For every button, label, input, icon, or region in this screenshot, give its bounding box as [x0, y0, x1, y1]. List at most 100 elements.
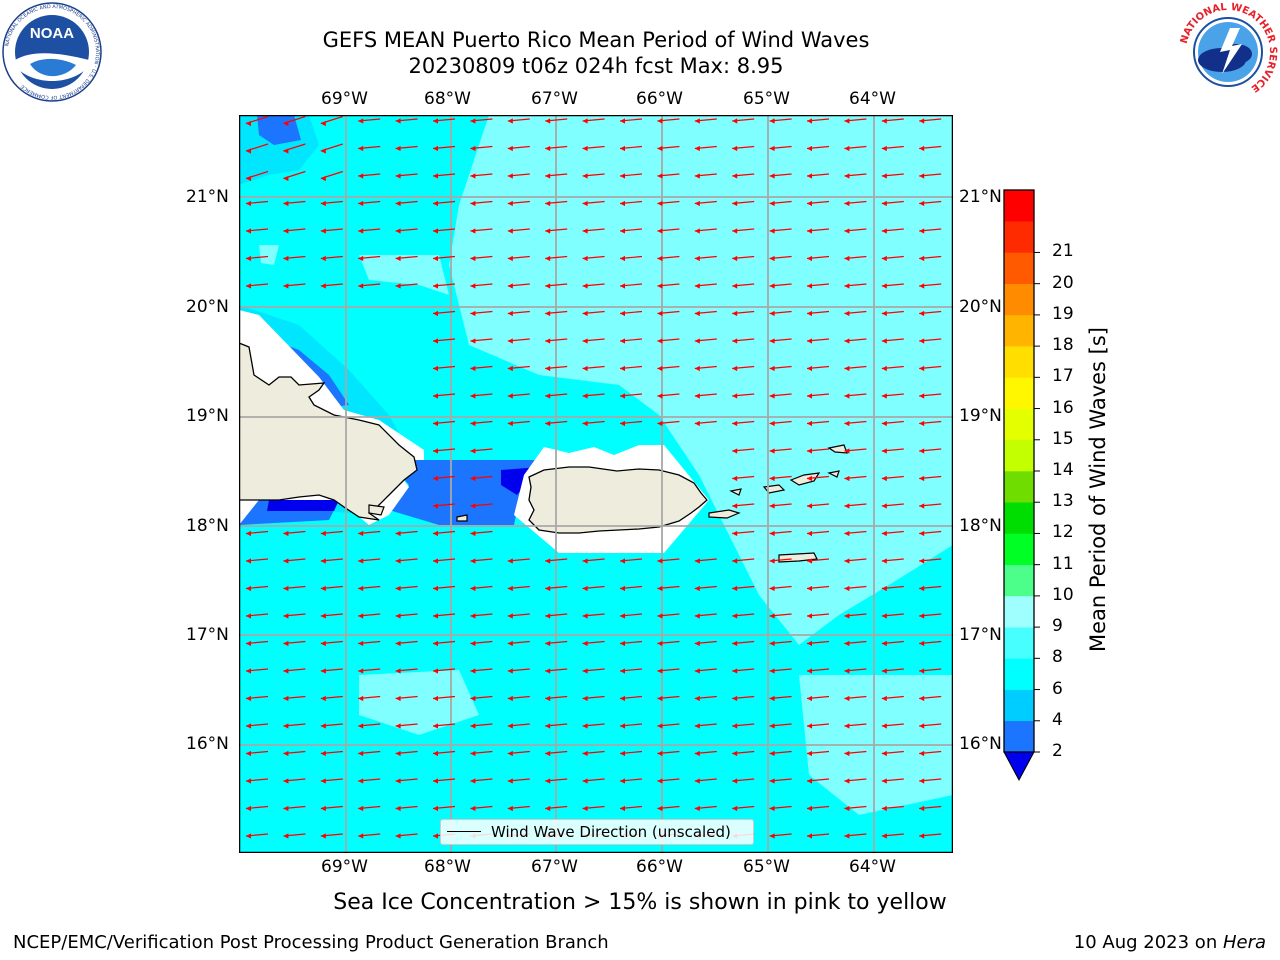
wind-wave-arrow [507, 640, 530, 647]
wind-wave-arrow [732, 228, 755, 234]
generated-date-prefix: 10 Aug 2023 on [1073, 932, 1223, 953]
wind-wave-arrow [283, 143, 306, 154]
wind-wave-arrow [432, 255, 456, 262]
wind-wave-arrow [395, 558, 418, 564]
wind-wave-arrow [806, 173, 830, 179]
wind-wave-arrow [732, 338, 755, 344]
wind-wave-arrow [283, 283, 306, 289]
wind-wave-arrow [769, 475, 792, 482]
wind-wave-arrow [919, 503, 942, 509]
wind-wave-arrow [844, 118, 867, 124]
legend-line-swatch [447, 831, 481, 832]
wind-wave-arrow [470, 200, 493, 207]
wind-wave-arrow [545, 585, 568, 592]
map-legend: Wind Wave Direction (unscaled) [440, 819, 754, 845]
wind-wave-arrow [881, 393, 904, 399]
wind-wave-arrow [881, 118, 904, 124]
wind-wave-arrow [806, 778, 830, 784]
wind-wave-arrow [881, 613, 904, 619]
legend-label: Wind Wave Direction (unscaled) [491, 823, 731, 841]
wind-wave-arrow [320, 723, 343, 729]
wind-wave-arrow [432, 750, 456, 757]
wind-wave-arrow [432, 613, 456, 619]
wind-wave-arrow [470, 475, 493, 482]
wind-wave-arrow [358, 640, 381, 647]
wind-wave-arrow [919, 228, 942, 234]
wind-wave-arrow [919, 585, 942, 592]
lon-label-bottom-66w: 66°W [636, 857, 683, 877]
wind-wave-arrow [806, 310, 830, 317]
wind-wave-arrow [844, 255, 867, 262]
wind-wave-arrow [245, 558, 269, 564]
wind-wave-arrow [470, 228, 493, 234]
wind-wave-arrow [507, 668, 530, 674]
wind-wave-arrow [395, 668, 418, 674]
wind-wave-arrow [806, 668, 830, 674]
wind-wave-arrow [694, 145, 717, 152]
wind-wave-arrow [470, 750, 493, 757]
wind-wave-arrow [432, 173, 456, 179]
colorbar-tick-label: 8 [1052, 647, 1063, 668]
wind-wave-arrow [694, 228, 717, 234]
wind-wave-arrow [732, 310, 755, 317]
wind-wave-arrow [732, 558, 755, 564]
wind-wave-arrow [507, 613, 530, 619]
wind-wave-arrow [806, 558, 830, 564]
wind-wave-arrow [545, 668, 568, 674]
wind-wave-arrow [844, 173, 867, 179]
wind-wave-arrow [470, 310, 493, 317]
wind-wave-arrow [694, 750, 717, 757]
wind-wave-arrow [844, 365, 867, 372]
wind-wave-arrow [694, 613, 717, 619]
wind-wave-arrow [545, 118, 568, 124]
wind-wave-arrow [245, 585, 269, 592]
wind-wave-arrow [806, 530, 830, 537]
wind-wave-arrow [395, 585, 418, 592]
wind-wave-arrow [245, 255, 269, 262]
wind-wave-arrow [507, 283, 530, 289]
wind-wave-arrow [619, 778, 643, 784]
wind-wave-arrow [657, 255, 680, 262]
wind-wave-arrow [844, 530, 867, 537]
wind-wave-arrow [320, 228, 343, 234]
wind-wave-arrow [395, 530, 418, 537]
wind-wave-arrow [283, 200, 306, 207]
wind-wave-arrow [769, 173, 792, 179]
wind-wave-arrow [395, 833, 418, 839]
wind-wave-arrow [470, 145, 493, 152]
wind-wave-arrow [545, 228, 568, 234]
wind-wave-arrow [657, 778, 680, 784]
wind-wave-arrow [844, 145, 867, 152]
wind-wave-arrow [657, 750, 680, 757]
lon-label-bottom-69w: 69°W [321, 857, 368, 877]
colorbar-tick-label: 15 [1052, 428, 1074, 449]
wind-wave-arrow [844, 475, 867, 482]
wind-wave-arrow [881, 283, 904, 289]
wind-wave-arrow [432, 778, 456, 784]
wind-wave-arrow [245, 613, 269, 619]
wind-wave-arrow [395, 145, 418, 152]
wind-wave-arrow [545, 420, 568, 427]
virgin-islands [368, 444, 848, 563]
wind-wave-arrow [919, 475, 942, 482]
wind-wave-arrow [844, 695, 867, 702]
wind-wave-arrow [694, 695, 717, 702]
wind-wave-arrow [470, 778, 493, 784]
wind-wave-arrow [358, 530, 381, 537]
wind-wave-arrow [283, 695, 306, 702]
wind-wave-arrow [694, 255, 717, 262]
wind-wave-arrow [657, 118, 680, 124]
wind-wave-arrow [507, 338, 530, 344]
wind-wave-arrow [732, 723, 755, 729]
wind-wave-arrow [507, 778, 530, 784]
wind-wave-arrow [283, 558, 306, 564]
wind-wave-arrow [320, 585, 343, 592]
wind-wave-arrow [619, 145, 643, 152]
wind-wave-arrow [545, 750, 568, 757]
wind-wave-arrow [432, 805, 456, 812]
wind-wave-arrow [657, 393, 680, 399]
colorbar-segment [1004, 377, 1034, 409]
wind-wave-arrow [507, 420, 530, 427]
wind-wave-arrow [320, 778, 343, 784]
wind-wave-arrow [470, 585, 493, 592]
